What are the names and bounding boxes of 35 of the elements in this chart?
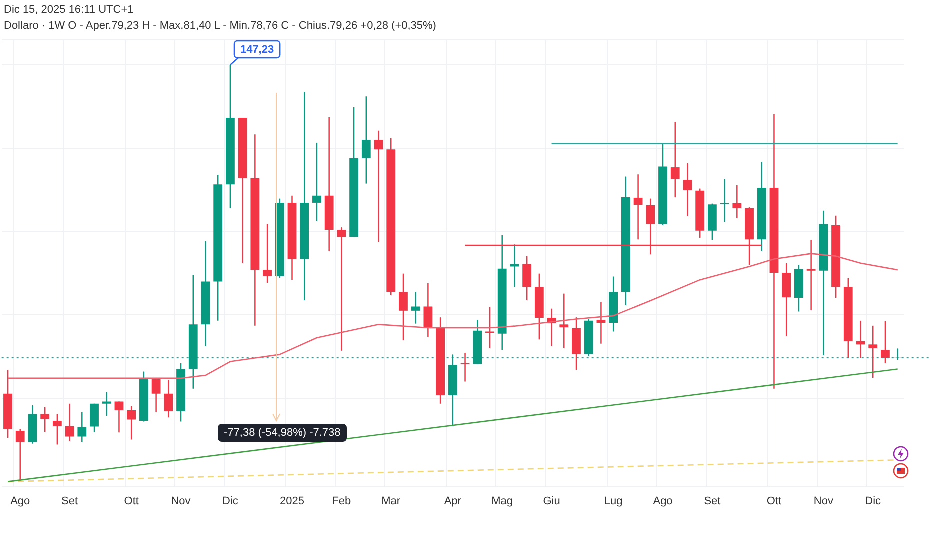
x-tick-label: Set xyxy=(704,495,721,508)
candlestick xyxy=(460,353,470,382)
candlestick xyxy=(634,174,643,240)
x-tick-label: Mag xyxy=(492,495,514,508)
candlestick xyxy=(560,294,569,348)
candlestick xyxy=(374,130,384,242)
candlestick xyxy=(732,185,742,218)
x-tick-label: Nov xyxy=(171,495,192,508)
x-tick-label: Feb xyxy=(332,495,352,508)
candlestick xyxy=(596,302,606,344)
x-tick-label: Set xyxy=(62,495,78,508)
x-tick-label: Ott xyxy=(124,495,139,508)
x-tick-label: Dic xyxy=(222,495,239,508)
candlestick xyxy=(510,244,520,288)
annotation: -77,38 (-54,98%) -7.738 xyxy=(218,424,347,442)
x-tick-label: Nov xyxy=(814,495,834,508)
candlestick xyxy=(670,122,680,198)
x-tick-label: Apr xyxy=(444,495,462,508)
x-tick-label: Giu xyxy=(543,495,560,508)
candlestick xyxy=(683,163,692,216)
candlestick xyxy=(16,429,25,482)
candlestick xyxy=(806,240,816,310)
candlestick xyxy=(411,292,420,324)
x-tick-label: Ago xyxy=(10,495,30,508)
x-tick-label: Ago xyxy=(653,495,673,508)
text: Dic 15, 2025 16:11 UTC+1 xyxy=(4,4,134,16)
x-tick-label: Lug xyxy=(604,495,623,508)
x-tick-label: Mar xyxy=(382,495,401,508)
x-tick-label: Ott xyxy=(766,495,782,508)
candlestick xyxy=(337,228,346,351)
annotation: 147,23 xyxy=(240,44,274,56)
candlestick xyxy=(324,118,334,252)
x-tick-label: Dic xyxy=(865,495,882,508)
x-tick-label: 2025 xyxy=(280,495,304,508)
chart-title: Dollaro · 1W O - Aper.79,23 H - Max.81,40 L - Min.78,76 C - Chius.79,26 +0,28 (+0,35%) xyxy=(4,20,436,32)
